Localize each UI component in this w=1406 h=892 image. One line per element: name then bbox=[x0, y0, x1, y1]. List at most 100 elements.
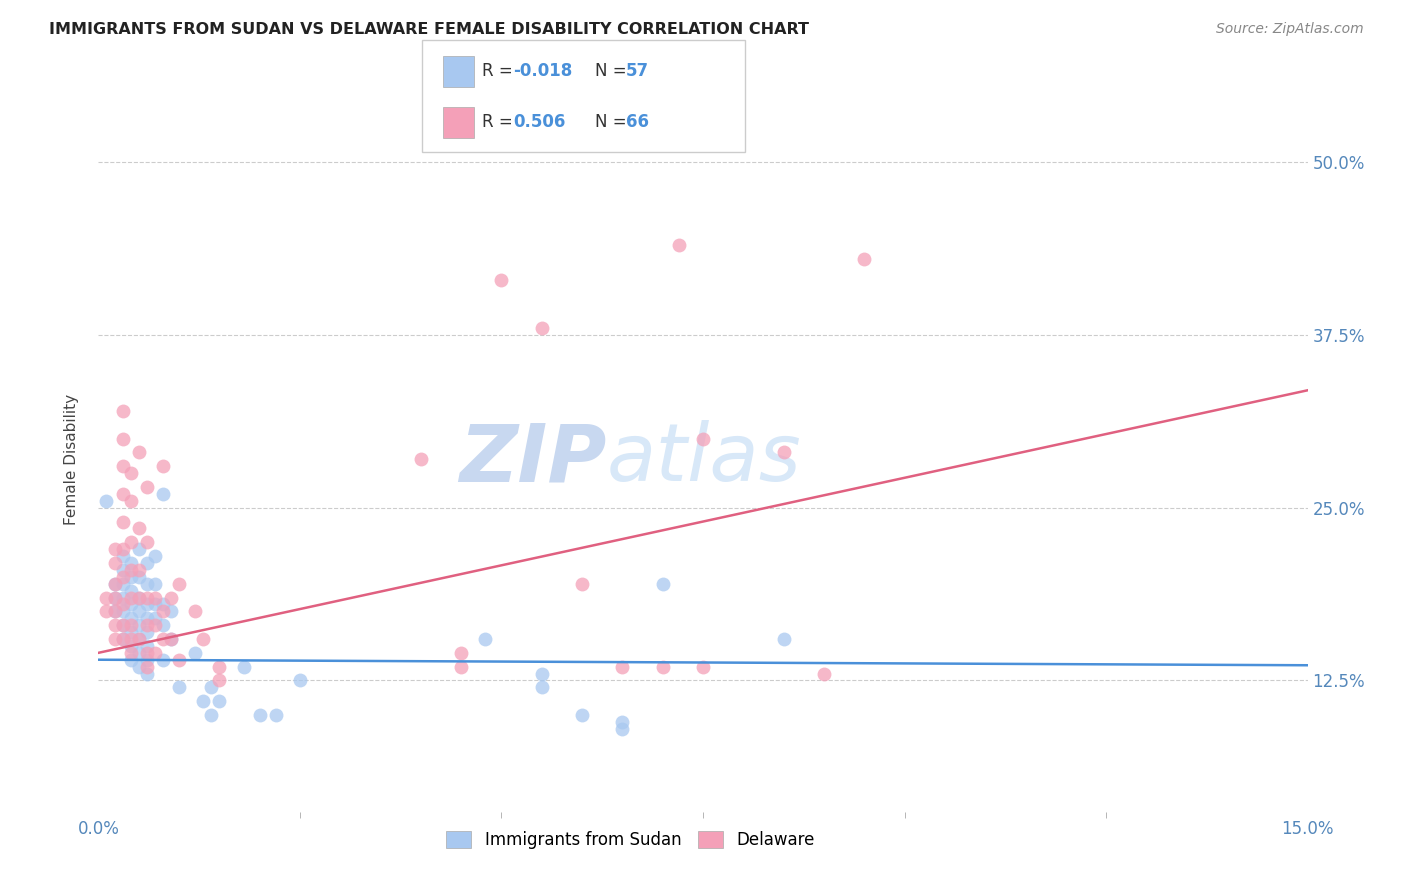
Point bbox=[184, 604, 207, 618]
Point bbox=[135, 666, 157, 681]
Point bbox=[264, 708, 287, 723]
Point bbox=[111, 618, 134, 632]
Text: -0.018: -0.018 bbox=[513, 62, 572, 80]
Point bbox=[111, 515, 134, 529]
Point bbox=[111, 632, 134, 646]
Point bbox=[135, 659, 157, 673]
Point bbox=[135, 611, 157, 625]
Point bbox=[128, 604, 150, 618]
Point bbox=[143, 646, 166, 660]
Point bbox=[111, 598, 134, 612]
Point bbox=[152, 632, 174, 646]
Point bbox=[160, 604, 183, 618]
Point bbox=[208, 673, 231, 688]
Point bbox=[120, 653, 142, 667]
Point bbox=[152, 459, 174, 474]
Text: IMMIGRANTS FROM SUDAN VS DELAWARE FEMALE DISABILITY CORRELATION CHART: IMMIGRANTS FROM SUDAN VS DELAWARE FEMALE… bbox=[49, 22, 810, 37]
Point bbox=[651, 576, 673, 591]
Point bbox=[135, 535, 157, 549]
Point bbox=[120, 535, 142, 549]
Point bbox=[571, 708, 593, 723]
Point bbox=[491, 273, 513, 287]
Point bbox=[668, 238, 690, 252]
Point bbox=[135, 591, 157, 605]
Point bbox=[167, 681, 190, 695]
Point bbox=[128, 646, 150, 660]
Point bbox=[692, 432, 714, 446]
Text: atlas: atlas bbox=[606, 420, 801, 499]
Point bbox=[120, 583, 142, 598]
Point bbox=[450, 659, 472, 673]
Point bbox=[612, 722, 634, 736]
Point bbox=[152, 598, 174, 612]
Point bbox=[111, 432, 134, 446]
Point bbox=[152, 604, 174, 618]
Point bbox=[184, 646, 207, 660]
Point bbox=[143, 618, 166, 632]
Point bbox=[193, 632, 215, 646]
Point bbox=[120, 625, 142, 640]
Point bbox=[128, 632, 150, 646]
Y-axis label: Female Disability: Female Disability bbox=[65, 393, 79, 525]
Point bbox=[120, 618, 142, 632]
Point bbox=[143, 598, 166, 612]
Point bbox=[120, 632, 142, 646]
Point bbox=[813, 666, 835, 681]
Point bbox=[208, 659, 231, 673]
Text: R =: R = bbox=[482, 62, 519, 80]
Point bbox=[143, 611, 166, 625]
Point bbox=[111, 404, 134, 418]
Point bbox=[135, 618, 157, 632]
Point bbox=[143, 549, 166, 563]
Text: R =: R = bbox=[482, 113, 519, 131]
Point bbox=[128, 659, 150, 673]
Point bbox=[120, 493, 142, 508]
Point bbox=[103, 576, 125, 591]
Point bbox=[111, 618, 134, 632]
Point bbox=[103, 542, 125, 557]
Point bbox=[143, 576, 166, 591]
Point bbox=[249, 708, 271, 723]
Point bbox=[120, 563, 142, 577]
Point bbox=[96, 493, 118, 508]
Point bbox=[128, 521, 150, 535]
Point bbox=[120, 646, 142, 660]
Point bbox=[474, 632, 496, 646]
Text: N =: N = bbox=[595, 62, 631, 80]
Point bbox=[232, 659, 254, 673]
Point bbox=[128, 563, 150, 577]
Point bbox=[135, 625, 157, 640]
Point bbox=[103, 576, 125, 591]
Point bbox=[128, 570, 150, 584]
Text: 66: 66 bbox=[626, 113, 648, 131]
Point bbox=[200, 708, 222, 723]
Point bbox=[143, 591, 166, 605]
Point bbox=[152, 618, 174, 632]
Point bbox=[772, 632, 794, 646]
Point bbox=[111, 459, 134, 474]
Point bbox=[128, 618, 150, 632]
Text: 0.506: 0.506 bbox=[513, 113, 565, 131]
Point bbox=[571, 576, 593, 591]
Point bbox=[612, 659, 634, 673]
Point bbox=[135, 646, 157, 660]
Point bbox=[120, 466, 142, 480]
Point bbox=[135, 598, 157, 612]
Point bbox=[135, 653, 157, 667]
Text: Source: ZipAtlas.com: Source: ZipAtlas.com bbox=[1216, 22, 1364, 37]
Point bbox=[167, 576, 190, 591]
Point bbox=[692, 659, 714, 673]
Text: 57: 57 bbox=[626, 62, 648, 80]
Point bbox=[111, 487, 134, 501]
Point bbox=[612, 714, 634, 729]
Point bbox=[120, 639, 142, 653]
Point bbox=[208, 694, 231, 708]
Point bbox=[772, 445, 794, 459]
Point bbox=[103, 604, 125, 618]
Point bbox=[409, 452, 432, 467]
Point bbox=[120, 611, 142, 625]
Point bbox=[96, 591, 118, 605]
Point bbox=[135, 556, 157, 570]
Point bbox=[111, 591, 134, 605]
Point bbox=[128, 542, 150, 557]
